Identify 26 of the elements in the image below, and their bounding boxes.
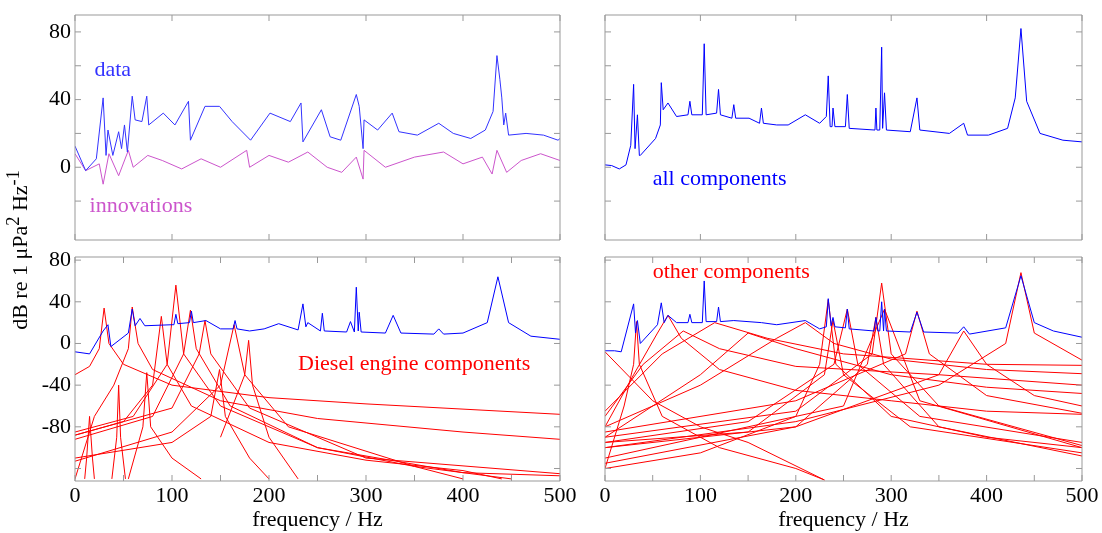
y-tick-label: 80: [49, 245, 71, 271]
x-axis-title: frequency / Hz: [252, 505, 384, 531]
x-tick-label: 0: [599, 481, 611, 507]
x-tick-label: 100: [155, 481, 189, 507]
x-tick-label: 400: [970, 481, 1004, 507]
series-label: data: [94, 55, 132, 81]
y-tick-label: 0: [60, 153, 71, 179]
x-tick-label: 400: [446, 481, 480, 507]
y-tick-label: 40: [49, 287, 71, 313]
y-tick-label: 40: [49, 85, 71, 111]
y-tick-label: -80: [41, 412, 71, 438]
x-tick-label: 500: [1065, 481, 1099, 507]
x-axis-title: frequency / Hz: [778, 505, 910, 531]
series-label: all components: [652, 165, 787, 191]
y-tick-label: -40: [41, 370, 71, 396]
y-tick-label: 80: [49, 17, 71, 43]
x-tick-label: 200: [252, 481, 286, 507]
y-tick-label: 0: [60, 329, 71, 355]
text: other components: [652, 258, 810, 284]
series-label: innovations: [89, 192, 193, 218]
x-tick-label: 300: [349, 481, 383, 507]
x-tick-label: 500: [543, 481, 577, 507]
series-label: Diesel engine components: [298, 350, 531, 376]
x-tick-label: 200: [779, 481, 813, 507]
x-tick-label: 100: [683, 481, 717, 507]
x-tick-label: 300: [874, 481, 908, 507]
